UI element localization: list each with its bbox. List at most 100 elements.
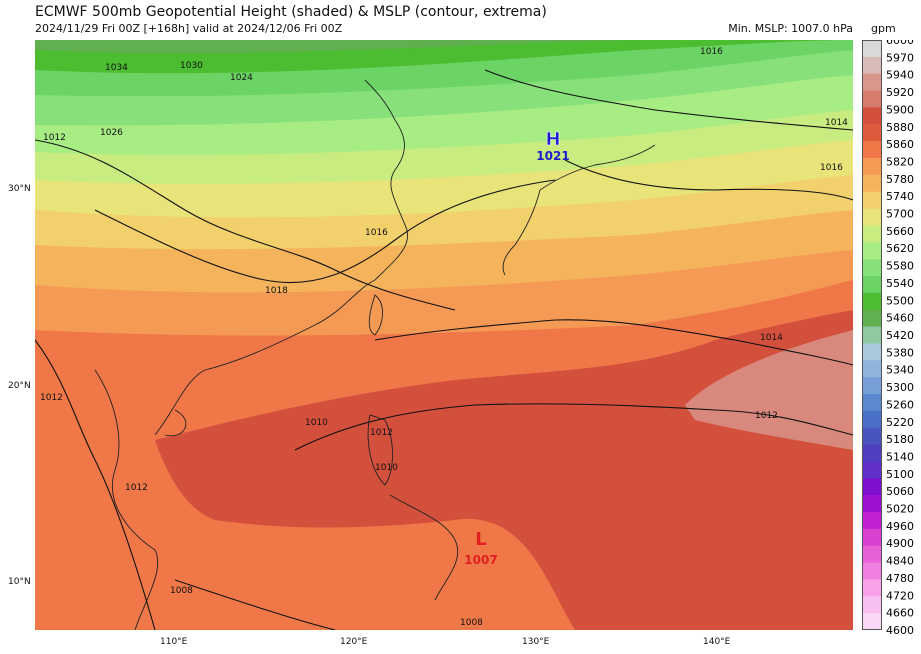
colorbar-swatch xyxy=(862,394,882,412)
colorbar-level-label: 5660 xyxy=(886,225,914,238)
colorbar-swatch xyxy=(862,208,882,226)
isobars xyxy=(35,69,853,630)
contour-labels: 1034 1030 1024 1026 1016 1016 1018 1014 … xyxy=(40,47,848,628)
colorbar-level-label: 5740 xyxy=(886,190,914,203)
contour-label: 1014 xyxy=(825,118,848,128)
contour-label: 1012 xyxy=(370,428,393,438)
contour-label: 1012 xyxy=(125,483,148,493)
colorbar-level-label: 5900 xyxy=(886,103,914,116)
colorbar-level-label: 5060 xyxy=(886,485,914,498)
chart-subtitle: 2024/11/29 Fri 00Z [+168h] valid at 2024… xyxy=(35,22,343,35)
colorbar-swatch xyxy=(862,90,882,108)
colorbar-swatch xyxy=(862,562,882,580)
colorbar-level-label: 5220 xyxy=(886,416,914,429)
high-value: 1021 xyxy=(536,149,569,163)
colorbar-level-label: 5180 xyxy=(886,433,914,446)
colorbar-swatch xyxy=(862,579,882,597)
high-letter: H xyxy=(545,129,560,150)
colorbar-level-label: 4780 xyxy=(886,572,914,585)
colorbar-swatch xyxy=(862,444,882,462)
colorbar-swatch xyxy=(862,512,882,530)
colorbar-level-label: 5540 xyxy=(886,277,914,290)
contour-label: 1008 xyxy=(170,586,193,596)
contour-label: 1010 xyxy=(305,418,328,428)
colorbar-swatch xyxy=(862,360,882,378)
colorbar-swatch xyxy=(862,528,882,547)
contour-label: 1012 xyxy=(755,411,778,421)
colorbar-level-label: 4840 xyxy=(886,555,914,568)
colorbar-level-label: 5140 xyxy=(886,450,914,463)
colorbar-level-label: 5620 xyxy=(886,242,914,255)
colorbar-level-label: 5420 xyxy=(886,329,914,342)
contour-label: 1010 xyxy=(375,463,398,473)
colorbar-level-label: 5580 xyxy=(886,260,914,273)
colorbar-swatch xyxy=(862,141,882,159)
contour-label: 1014 xyxy=(760,333,783,343)
colorbar-swatch xyxy=(862,613,882,630)
colorbar-level-label: 5920 xyxy=(886,86,914,99)
colorbar-swatch xyxy=(862,191,882,210)
colorbar-level-label: 5300 xyxy=(886,381,914,394)
colorbar-swatch xyxy=(862,326,882,344)
contour-label: 1008 xyxy=(460,618,483,628)
band-5880 xyxy=(155,310,853,630)
colorbar-level-label: 5460 xyxy=(886,312,914,325)
colorbar-swatch xyxy=(862,259,882,277)
colorbar-level-label: 5780 xyxy=(886,173,914,186)
colorbar-swatch xyxy=(862,107,882,125)
colorbar-level-label: 5260 xyxy=(886,398,914,411)
colorbar-swatch xyxy=(862,73,882,92)
lon-label: 110°E xyxy=(160,637,188,647)
high-pressure-marker: H 1021 xyxy=(536,129,569,163)
low-letter: L xyxy=(475,529,486,550)
colorbar-swatch xyxy=(862,478,882,496)
colorbar-level-label: 5970 xyxy=(886,51,914,64)
colorbar-level-label: 5700 xyxy=(886,208,914,221)
colorbar-level-label: 5860 xyxy=(886,138,914,151)
min-mslp-readout: Min. MSLP: 1007.0 hPa xyxy=(728,22,853,35)
lat-label: 30°N xyxy=(8,184,31,194)
lon-label: 120°E xyxy=(340,637,368,647)
contour-label: 1026 xyxy=(100,128,123,138)
colorbar-swatch xyxy=(862,545,882,564)
colorbar-level-label: 4960 xyxy=(886,520,914,533)
colorbar-level-label: 5500 xyxy=(886,294,914,307)
lat-label: 20°N xyxy=(8,381,31,391)
colorbar-swatch xyxy=(862,158,882,176)
contour-label: 1016 xyxy=(365,228,388,238)
contour-label: 1016 xyxy=(820,163,843,173)
colorbar xyxy=(862,40,882,630)
colorbar-level-label: 4720 xyxy=(886,589,914,602)
contour-label: 1034 xyxy=(105,63,128,73)
colorbar-swatch xyxy=(862,427,882,446)
colorbar-level-label: 5940 xyxy=(886,69,914,82)
lon-label: 130°E xyxy=(522,637,550,647)
low-pressure-marker: L 1007 xyxy=(464,529,497,567)
weather-map: 1034 1030 1024 1026 1016 1016 1018 1014 … xyxy=(35,40,853,630)
colorbar-swatch xyxy=(862,276,882,294)
colorbar-swatch xyxy=(862,40,882,58)
colorbar-level-label: 4900 xyxy=(886,537,914,550)
colorbar-swatch xyxy=(862,292,882,311)
colorbar-swatch xyxy=(862,377,882,395)
colorbar-swatch xyxy=(862,124,882,142)
colorbar-swatch xyxy=(862,410,882,429)
contour-label: 1018 xyxy=(265,286,288,296)
colorbar-level-label: 5380 xyxy=(886,346,914,359)
colorbar-unit: gpm xyxy=(871,22,896,35)
contour-label: 1016 xyxy=(700,47,723,57)
band-5900 xyxy=(685,330,853,450)
colorbar-swatch xyxy=(862,174,882,193)
colorbar-frame xyxy=(862,40,882,630)
lon-label: 140°E xyxy=(703,637,731,647)
colorbar-labels: 6000 5970 5940 5920 5900 5880 5860 5820 5780 5740… xyxy=(886,40,914,637)
contour-label: 1012 xyxy=(43,133,66,143)
colorbar-level-label: 4660 xyxy=(886,607,914,620)
colorbar-level-label: 6000 xyxy=(886,40,914,47)
coastlines xyxy=(94,79,656,630)
colorbar-level-label: 5020 xyxy=(886,503,914,516)
lat-label: 10°N xyxy=(8,577,31,587)
colorbar-level-label: 5880 xyxy=(886,121,914,134)
colorbar-level-label: 5820 xyxy=(886,155,914,168)
colorbar-level-label: 5100 xyxy=(886,468,914,481)
